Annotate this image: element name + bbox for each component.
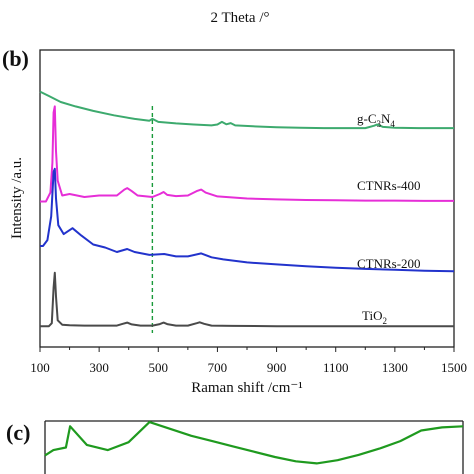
series-line-ctnrs-200: [40, 167, 455, 273]
panel-c-series-group: [44, 421, 464, 465]
panel-c-series-line: [44, 421, 464, 465]
top-xaxis-label: 2 Theta /°: [210, 10, 269, 26]
series-labels: g-C3N4 CTNRs-400 CTNRs-200 TiO2: [357, 111, 421, 326]
x-tick-label: 1100: [323, 360, 349, 375]
x-tick-label: 500: [149, 360, 169, 375]
x-tick-label: 300: [89, 360, 109, 375]
panel-b-tag: (b): [2, 46, 29, 71]
x-axis-title: Raman shift /cm⁻¹: [191, 380, 303, 396]
x-tick-label: 1500: [441, 360, 467, 375]
x-axis-ticks: 100 300 500 700 900 1100 1300 1500: [30, 347, 467, 375]
panel-c-plot: [44, 420, 464, 474]
series-label: CTNRs-200: [357, 256, 421, 271]
x-tick-label: 900: [267, 360, 287, 375]
x-tick-label: 700: [208, 360, 228, 375]
series-line-ctnrs-400: [40, 105, 454, 203]
series-line-g-c3n4: [39, 90, 454, 130]
series-label: g-C3N4: [357, 111, 395, 129]
panel-c-tag: (c): [6, 420, 30, 445]
x-tick-label: 1300: [382, 360, 408, 375]
y-axis-title: Intensity /a.u.: [9, 157, 25, 239]
raman-plot: 100 300 500 700 900 1100 1300 1500 g-C3N4 CTNRs-…: [9, 49, 467, 396]
series-label: TiO2: [362, 308, 387, 326]
series-group: [39, 90, 455, 328]
series-line-tio2: [40, 271, 454, 328]
series-label: CTNRs-400: [357, 178, 421, 193]
x-tick-label: 100: [30, 360, 50, 375]
